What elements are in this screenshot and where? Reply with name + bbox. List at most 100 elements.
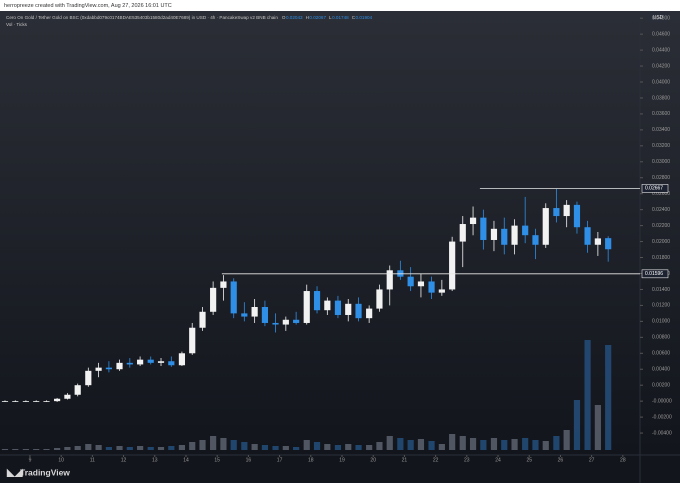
candle-body bbox=[449, 241, 456, 290]
candle-body bbox=[293, 319, 300, 323]
header-text: herropreeze created with TradingView.com… bbox=[4, 3, 172, 9]
x-tick-label: 19 bbox=[339, 457, 345, 463]
volume-bar bbox=[230, 440, 237, 450]
volume-bar bbox=[74, 446, 81, 450]
candle-body bbox=[116, 362, 123, 370]
candle-body bbox=[230, 281, 237, 314]
x-tick-label: 15 bbox=[214, 457, 220, 463]
y-tick-label: 0.02200 bbox=[652, 223, 670, 229]
x-tick-label: 11 bbox=[90, 457, 95, 463]
volume-bar bbox=[272, 446, 279, 450]
volume-bar bbox=[449, 434, 456, 450]
candle-body bbox=[199, 311, 206, 328]
candle-body bbox=[126, 362, 133, 365]
candle-body bbox=[334, 300, 342, 315]
volume-bar bbox=[303, 440, 310, 450]
y-tick-label: 0.02000 bbox=[652, 239, 670, 245]
volume-bar bbox=[116, 446, 123, 450]
y-tick-label: -0.00200 bbox=[652, 414, 672, 420]
x-tick-label: 22 bbox=[433, 457, 439, 463]
candle-body bbox=[501, 228, 508, 245]
volume-bar bbox=[428, 441, 435, 450]
volume-label: Vol · Ticks bbox=[6, 22, 28, 27]
plot-bg bbox=[0, 11, 680, 455]
candle-body bbox=[542, 208, 549, 245]
y-tick-label: 0.02800 bbox=[652, 175, 670, 181]
y-tick-label: -0.00000 bbox=[652, 398, 672, 404]
volume-bar bbox=[126, 447, 133, 450]
candle-body bbox=[376, 289, 383, 309]
volume-bar bbox=[522, 438, 529, 450]
candle-body bbox=[147, 359, 154, 363]
candle-body bbox=[210, 287, 217, 312]
volume-bar bbox=[573, 400, 581, 450]
currency-button[interactable] bbox=[648, 13, 668, 22]
level-label: 0.02667 bbox=[645, 186, 663, 192]
candle-body bbox=[511, 225, 518, 245]
candle-body bbox=[33, 401, 40, 402]
candle-body bbox=[178, 353, 186, 366]
candle-body bbox=[282, 319, 289, 325]
volume-bar bbox=[178, 445, 186, 450]
volume-bar bbox=[594, 405, 601, 450]
x-tick-label: 24 bbox=[495, 457, 501, 463]
candle-body bbox=[272, 322, 279, 325]
candle-body bbox=[74, 385, 81, 395]
footer-bg bbox=[0, 455, 680, 483]
volume-bar bbox=[147, 447, 154, 450]
ohlc-value: 0.01904 bbox=[356, 15, 373, 20]
candle-body bbox=[251, 307, 258, 317]
candle-body bbox=[95, 367, 102, 371]
y-tick-label: 0.04600 bbox=[652, 31, 670, 37]
volume-bar bbox=[366, 445, 373, 450]
y-tick-label: 0.04400 bbox=[652, 47, 670, 53]
x-tick-label: 14 bbox=[183, 457, 189, 463]
volume-bar bbox=[553, 436, 560, 450]
y-tick-label: 0.00400 bbox=[652, 367, 670, 373]
candle-body bbox=[490, 228, 498, 240]
candle-body bbox=[12, 401, 19, 402]
candle-body bbox=[407, 276, 414, 287]
ohlc-value: 0.02067 bbox=[309, 15, 326, 20]
currency-label[interactable]: USD bbox=[653, 15, 664, 21]
volume-bar bbox=[1, 449, 9, 450]
volume-bar bbox=[542, 441, 549, 450]
candle-body bbox=[241, 313, 248, 317]
volume-bar bbox=[282, 446, 289, 450]
candle-body bbox=[605, 238, 612, 250]
x-tick-label: 26 bbox=[558, 457, 564, 463]
volume-bar bbox=[54, 448, 61, 450]
candle-body bbox=[438, 289, 445, 293]
volume-bar bbox=[95, 445, 102, 450]
candle-body bbox=[324, 300, 331, 311]
candle-body bbox=[553, 208, 560, 217]
candle-body bbox=[303, 291, 310, 323]
x-tick-label: 23 bbox=[464, 457, 470, 463]
candle-body bbox=[189, 327, 196, 354]
volume-bar bbox=[220, 438, 227, 450]
candle-body bbox=[584, 227, 591, 245]
header-bar bbox=[0, 0, 680, 11]
volume-bar bbox=[501, 440, 508, 450]
volume-bar bbox=[397, 438, 404, 450]
volume-bar bbox=[469, 438, 477, 450]
y-tick-label: 0.03200 bbox=[652, 143, 670, 149]
x-tick-label: 16 bbox=[246, 457, 252, 463]
volume-bar bbox=[563, 430, 570, 450]
volume-bar bbox=[490, 438, 498, 450]
ohlc-key: L bbox=[329, 15, 332, 20]
x-tick-label: 18 bbox=[308, 457, 314, 463]
volume-bar bbox=[293, 447, 300, 450]
candle-body bbox=[313, 291, 321, 311]
ohlc-key: C bbox=[352, 15, 356, 20]
y-tick-label: -0.00400 bbox=[652, 430, 672, 436]
candle-body bbox=[137, 359, 144, 365]
candle-body bbox=[85, 370, 92, 386]
volume-bar bbox=[386, 436, 393, 450]
volume-bar bbox=[355, 445, 362, 450]
candle-body bbox=[459, 224, 466, 242]
level-label: 0.01596 bbox=[645, 271, 663, 277]
x-tick-label: 28 bbox=[620, 457, 626, 463]
volume-bar bbox=[12, 449, 19, 450]
volume-bar bbox=[251, 444, 258, 450]
